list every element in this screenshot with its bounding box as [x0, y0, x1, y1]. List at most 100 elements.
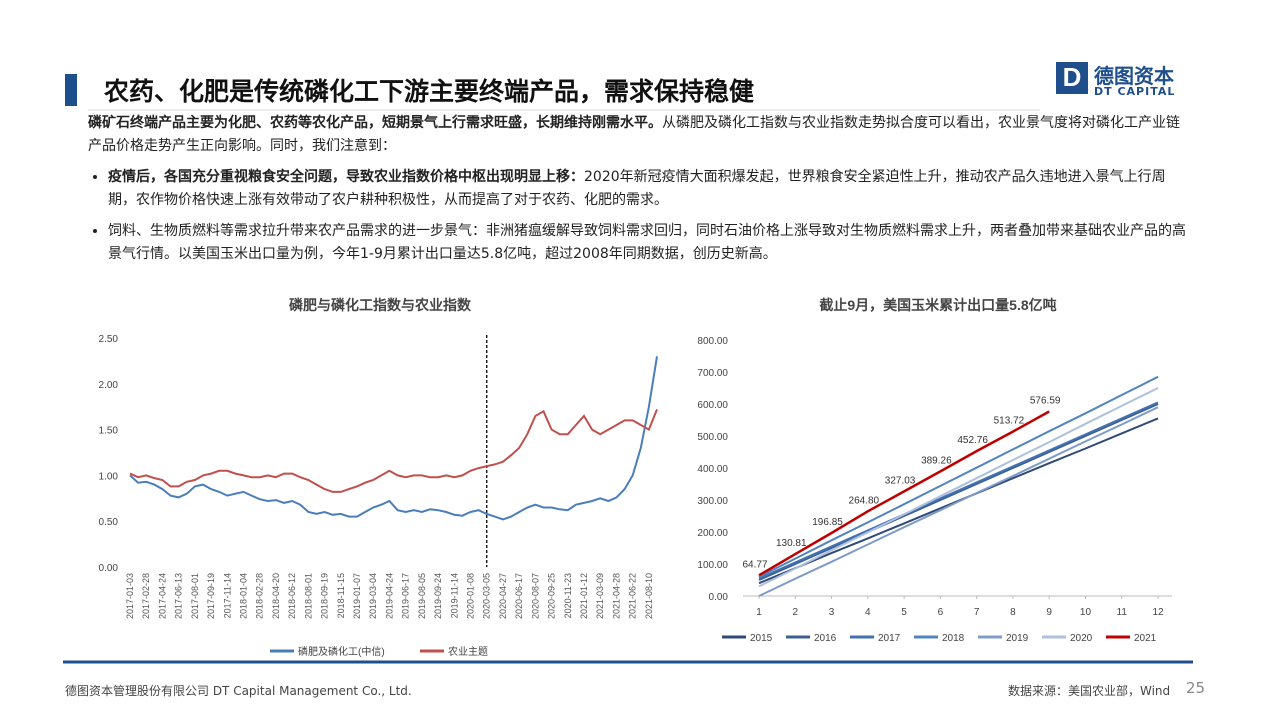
series-line: [758, 410, 1050, 577]
x-tick-label: 1: [756, 607, 762, 618]
intro-text: 从磷肥及磷化工指数与农业指数走势拟合度可以看出，农业景气度将对磷化工产业链产品价…: [88, 115, 1180, 154]
legend-label: 农业主题: [448, 645, 488, 658]
x-tick-label: 2018-04-20: [271, 573, 281, 619]
data-label: 327.03: [885, 475, 916, 486]
series-line: [129, 356, 658, 521]
x-tick-label: 2019-11-14: [449, 573, 459, 618]
x-tick-label: 2019-04-24: [384, 573, 394, 619]
logo-text: 德图资本: [1094, 64, 1174, 88]
data-label: 452.76: [957, 435, 988, 446]
x-tick-label: 2017-01-03: [125, 573, 135, 619]
chart-title: 截止9月，美国玉米累计出口量5.8亿吨: [819, 297, 1056, 313]
y-tick-label: 0.00: [99, 563, 119, 574]
x-tick-label: 2021-08-10: [644, 573, 654, 619]
y-tick-label: 300.00: [697, 496, 728, 507]
y-tick-label: 0.50: [99, 517, 119, 528]
x-tick-label: 2018-11-15: [336, 573, 346, 618]
x-tick-label: 2021-01-12: [579, 573, 589, 619]
x-tick-label: 2017-02-28: [141, 573, 151, 619]
y-tick-label: 2.00: [99, 380, 119, 391]
intro-bold: 磷矿石终端产品主要为化肥、农药等农化产品，短期景气上行需求旺盛，长期维持刚需水平…: [88, 115, 662, 131]
x-tick-label: 2018-06-12: [287, 573, 297, 619]
x-tick-label: 2: [792, 607, 798, 618]
bullet: 饲料、生物质燃料等需求拉升带来农产品需求的进一步景气：非洲猪瘟缓解导致饲料需求回…: [108, 220, 1188, 266]
data-label: 513.72: [994, 416, 1025, 427]
legend-label: 2019: [1006, 633, 1029, 644]
series-line: [758, 406, 1159, 597]
logo-glyph: D: [1063, 62, 1082, 92]
x-tick-label: 2018-09-19: [320, 573, 330, 619]
x-tick-label: 12: [1152, 607, 1164, 618]
x-tick-label: 5: [901, 607, 907, 618]
bullet-text: 饲料、生物质燃料等需求拉升带来农产品需求的进一步景气：非洲猪瘟缓解导致饲料需求回…: [108, 223, 1186, 262]
x-tick-label: 10: [1080, 607, 1092, 618]
legend-label: 2020: [1070, 633, 1093, 644]
chart-title: 磷肥与磷化工指数与农业指数: [289, 297, 472, 313]
legend-label: 磷肥及磷化工(中信): [298, 645, 385, 658]
legend-label: 2015: [750, 633, 773, 644]
y-tick-label: 500.00: [697, 432, 728, 443]
y-tick-label: 700.00: [697, 368, 728, 379]
x-tick-label: 2017-04-24: [157, 573, 167, 619]
x-tick-label: 2018-01-04: [239, 573, 249, 619]
x-tick-label: 9: [1046, 607, 1052, 618]
x-tick-label: 8: [1010, 607, 1016, 618]
x-tick-label: 2019-03-04: [368, 573, 378, 619]
x-tick-label: 11: [1117, 607, 1128, 618]
legend-label: 2017: [878, 633, 901, 644]
x-tick-label: 2020-08-07: [530, 573, 540, 619]
intro: 磷矿石终端产品主要为化肥、农药等农化产品，短期景气上行需求旺盛，长期维持刚需水平…: [88, 112, 1188, 158]
data-label: 389.26: [921, 455, 952, 466]
data-label: 196.85: [812, 517, 843, 528]
x-tick-label: 2020-06-17: [514, 573, 524, 619]
x-tick-label: 2019-06-17: [401, 573, 411, 619]
y-tick-label: 0.00: [709, 592, 729, 603]
bullet: 疫情后，各国充分重视粮食安全问题，导致农业指数价格中枢出现明显上移：2020年新…: [108, 166, 1188, 212]
y-tick-label: 1.50: [99, 426, 119, 437]
x-tick-label: 2020-11-23: [563, 573, 573, 618]
x-tick-label: 2021-06-22: [628, 573, 638, 619]
x-tick-label: 2017-08-01: [190, 573, 200, 619]
x-tick-label: 2018-02-28: [255, 573, 265, 619]
legend-label: 2021: [1134, 633, 1157, 644]
x-tick-label: 2017-06-13: [174, 573, 184, 619]
x-tick-label: 2017-11-14: [222, 573, 232, 618]
bullet-text: 2020年新冠疫情大面积爆发起，世界粮食安全紧迫性上升，推动农产品久违地进入景气…: [108, 169, 1166, 208]
series-line: [758, 387, 1159, 588]
series-line: [758, 401, 1159, 580]
y-tick-label: 100.00: [697, 560, 728, 571]
y-tick-label: 800.00: [697, 336, 728, 347]
series-line: [129, 409, 658, 493]
x-tick-label: 2020-09-25: [547, 573, 557, 619]
legend-label: 2016: [814, 633, 837, 644]
x-tick-label: 7: [974, 607, 980, 618]
slide-title: 农药、化肥是传统磷化工下游主要终端产品，需求保持稳健: [104, 77, 755, 106]
x-tick-label: 2020-03-05: [482, 573, 492, 619]
bullet-list: 疫情后，各国充分重视粮食安全问题，导致农业指数价格中枢出现明显上移：2020年新…: [88, 166, 1188, 266]
legend-label: 2018: [942, 633, 965, 644]
x-tick-label: 2019-08-05: [417, 573, 427, 619]
logo-icon: [1056, 62, 1088, 94]
x-tick-label: 4: [865, 607, 871, 618]
y-tick-label: 400.00: [697, 464, 728, 475]
title-bar: [65, 74, 77, 106]
series-line: [758, 403, 1159, 581]
bullet-bold: 疫情后，各国充分重视粮食安全问题，导致农业指数价格中枢出现明显上移：: [108, 169, 584, 185]
page-number: 25: [1186, 679, 1206, 697]
y-tick-label: 200.00: [697, 528, 728, 539]
x-tick-label: 2017-09-19: [206, 573, 216, 619]
x-tick-label: 2020-04-27: [498, 573, 508, 619]
x-tick-label: 2019-09-24: [433, 573, 443, 619]
x-tick-label: 6: [938, 607, 944, 618]
series-line: [758, 375, 1159, 578]
data-label: 576.59: [1030, 395, 1061, 406]
x-tick-label: 2021-04-28: [611, 573, 621, 619]
data-label: 64.77: [742, 559, 767, 570]
x-tick-label: 2018-08-01: [303, 573, 313, 619]
body-text: 磷矿石终端产品主要为化肥、农药等农化产品，短期景气上行需求旺盛，长期维持刚需水平…: [88, 112, 1188, 274]
footer-source: 数据来源：美国农业部，Wind: [1008, 684, 1171, 698]
footer-company: 德图资本管理股份有限公司 DT Capital Management Co., …: [65, 684, 412, 698]
y-tick-label: 1.00: [99, 471, 119, 482]
